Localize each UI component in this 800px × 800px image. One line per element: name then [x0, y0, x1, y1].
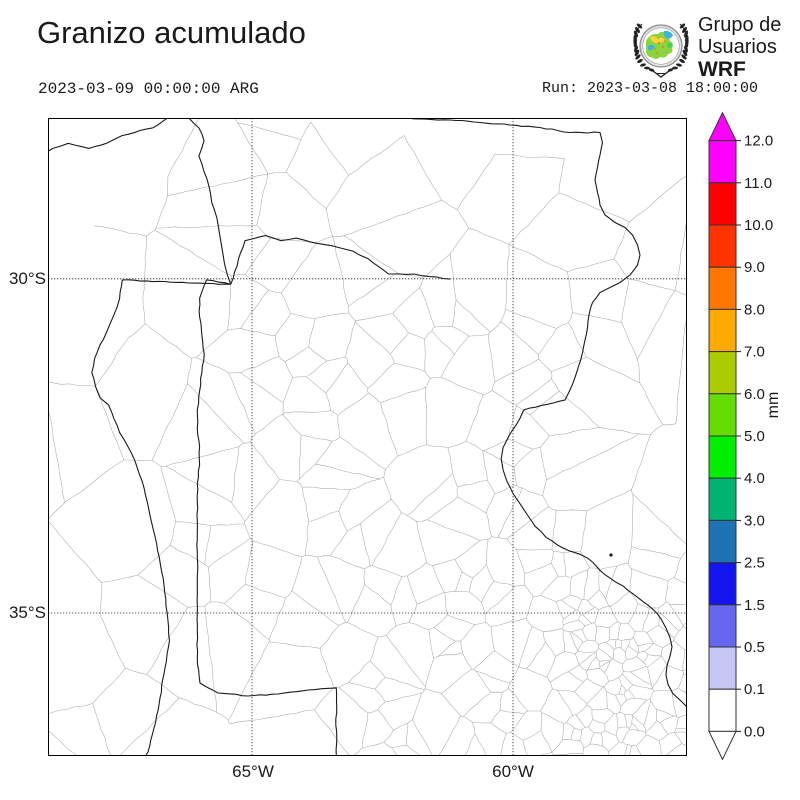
svg-text:11.0: 11.0: [744, 175, 772, 192]
svg-text:0.5: 0.5: [744, 639, 765, 656]
svg-text:9.0: 9.0: [744, 259, 765, 276]
svg-text:0.1: 0.1: [744, 681, 765, 698]
svg-text:12.0: 12.0: [744, 133, 773, 150]
svg-text:8.0: 8.0: [744, 301, 765, 318]
svg-text:7.0: 7.0: [744, 344, 765, 361]
svg-text:10.0: 10.0: [744, 217, 773, 234]
svg-text:3.0: 3.0: [744, 512, 765, 529]
svg-text:1.5: 1.5: [744, 597, 765, 614]
svg-text:2.5: 2.5: [744, 555, 765, 572]
svg-text:4.0: 4.0: [744, 470, 765, 487]
svg-text:5.0: 5.0: [744, 428, 765, 445]
svg-text:6.0: 6.0: [744, 386, 765, 403]
svg-text:0.0: 0.0: [744, 723, 765, 740]
